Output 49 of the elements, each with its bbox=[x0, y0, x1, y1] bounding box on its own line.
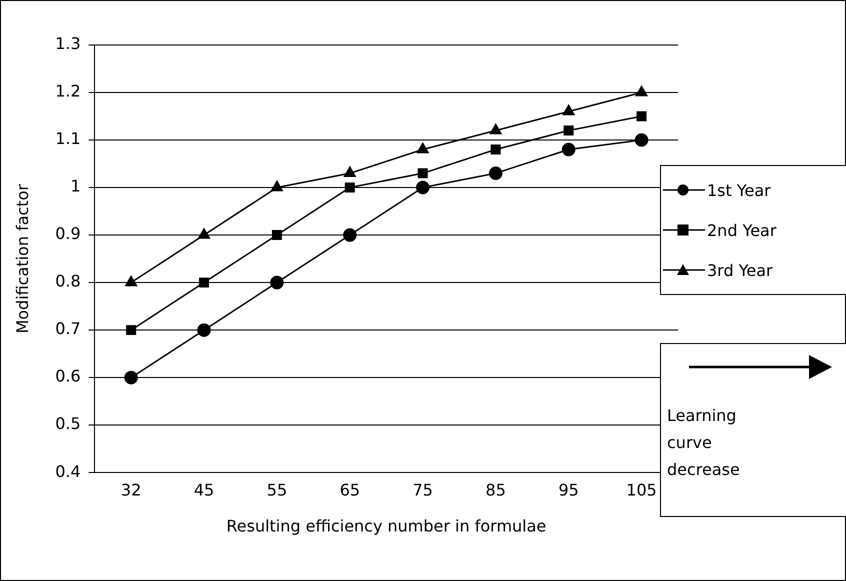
point bbox=[416, 142, 429, 154]
x-tick-label: 65 bbox=[340, 480, 360, 500]
y-tick-label: 0.8 bbox=[55, 272, 81, 291]
point bbox=[271, 180, 283, 192]
point bbox=[344, 182, 355, 193]
point bbox=[343, 228, 357, 242]
point bbox=[344, 166, 356, 178]
point bbox=[198, 228, 210, 239]
x-axis-title: Resulting efficiency number in formulae bbox=[226, 516, 546, 536]
point bbox=[634, 133, 648, 147]
note-box: Learning curve decrease bbox=[660, 343, 846, 517]
point bbox=[490, 144, 501, 155]
point bbox=[636, 111, 647, 122]
point bbox=[199, 278, 210, 288]
point bbox=[416, 180, 430, 194]
point bbox=[562, 142, 576, 156]
point bbox=[272, 230, 282, 240]
point bbox=[270, 276, 284, 290]
point bbox=[124, 370, 138, 384]
x-tick-label: 45 bbox=[194, 480, 214, 500]
point bbox=[488, 166, 502, 180]
legend-label: 1st Year bbox=[707, 180, 771, 200]
point bbox=[564, 126, 574, 136]
x-tick-label: 55 bbox=[266, 480, 288, 500]
y-tick-label: 0.5 bbox=[55, 414, 81, 434]
legend-label: 3rd Year bbox=[707, 260, 773, 280]
point bbox=[197, 323, 211, 337]
x-tick-label: 85 bbox=[486, 480, 506, 500]
y-tick-label: 0.7 bbox=[55, 319, 81, 338]
legend-label: 2nd Year bbox=[707, 220, 776, 240]
x-tick-label: 75 bbox=[412, 480, 433, 500]
x-tick-label: 32 bbox=[120, 480, 142, 500]
x-tick-label: 95 bbox=[558, 480, 579, 500]
point bbox=[125, 276, 138, 286]
annotation: Learning curve decrease bbox=[667, 405, 741, 481]
point bbox=[562, 104, 575, 116]
y-tick-label: 1.3 bbox=[55, 34, 81, 54]
y-tick-label: 1 bbox=[70, 176, 81, 196]
x-tick-label: 105 bbox=[626, 480, 657, 500]
y-tick-label: 1.1 bbox=[55, 129, 81, 148]
point bbox=[636, 86, 648, 96]
point bbox=[126, 325, 136, 336]
point bbox=[490, 124, 502, 134]
y-tick-label: 0.9 bbox=[55, 224, 81, 244]
point bbox=[418, 168, 428, 178]
y-tick-label: 0.4 bbox=[55, 462, 81, 481]
y-axis-title: Modification factor bbox=[12, 184, 32, 334]
y-tick-label: 0.6 bbox=[55, 366, 81, 386]
y-tick-label: 1.2 bbox=[55, 82, 81, 101]
